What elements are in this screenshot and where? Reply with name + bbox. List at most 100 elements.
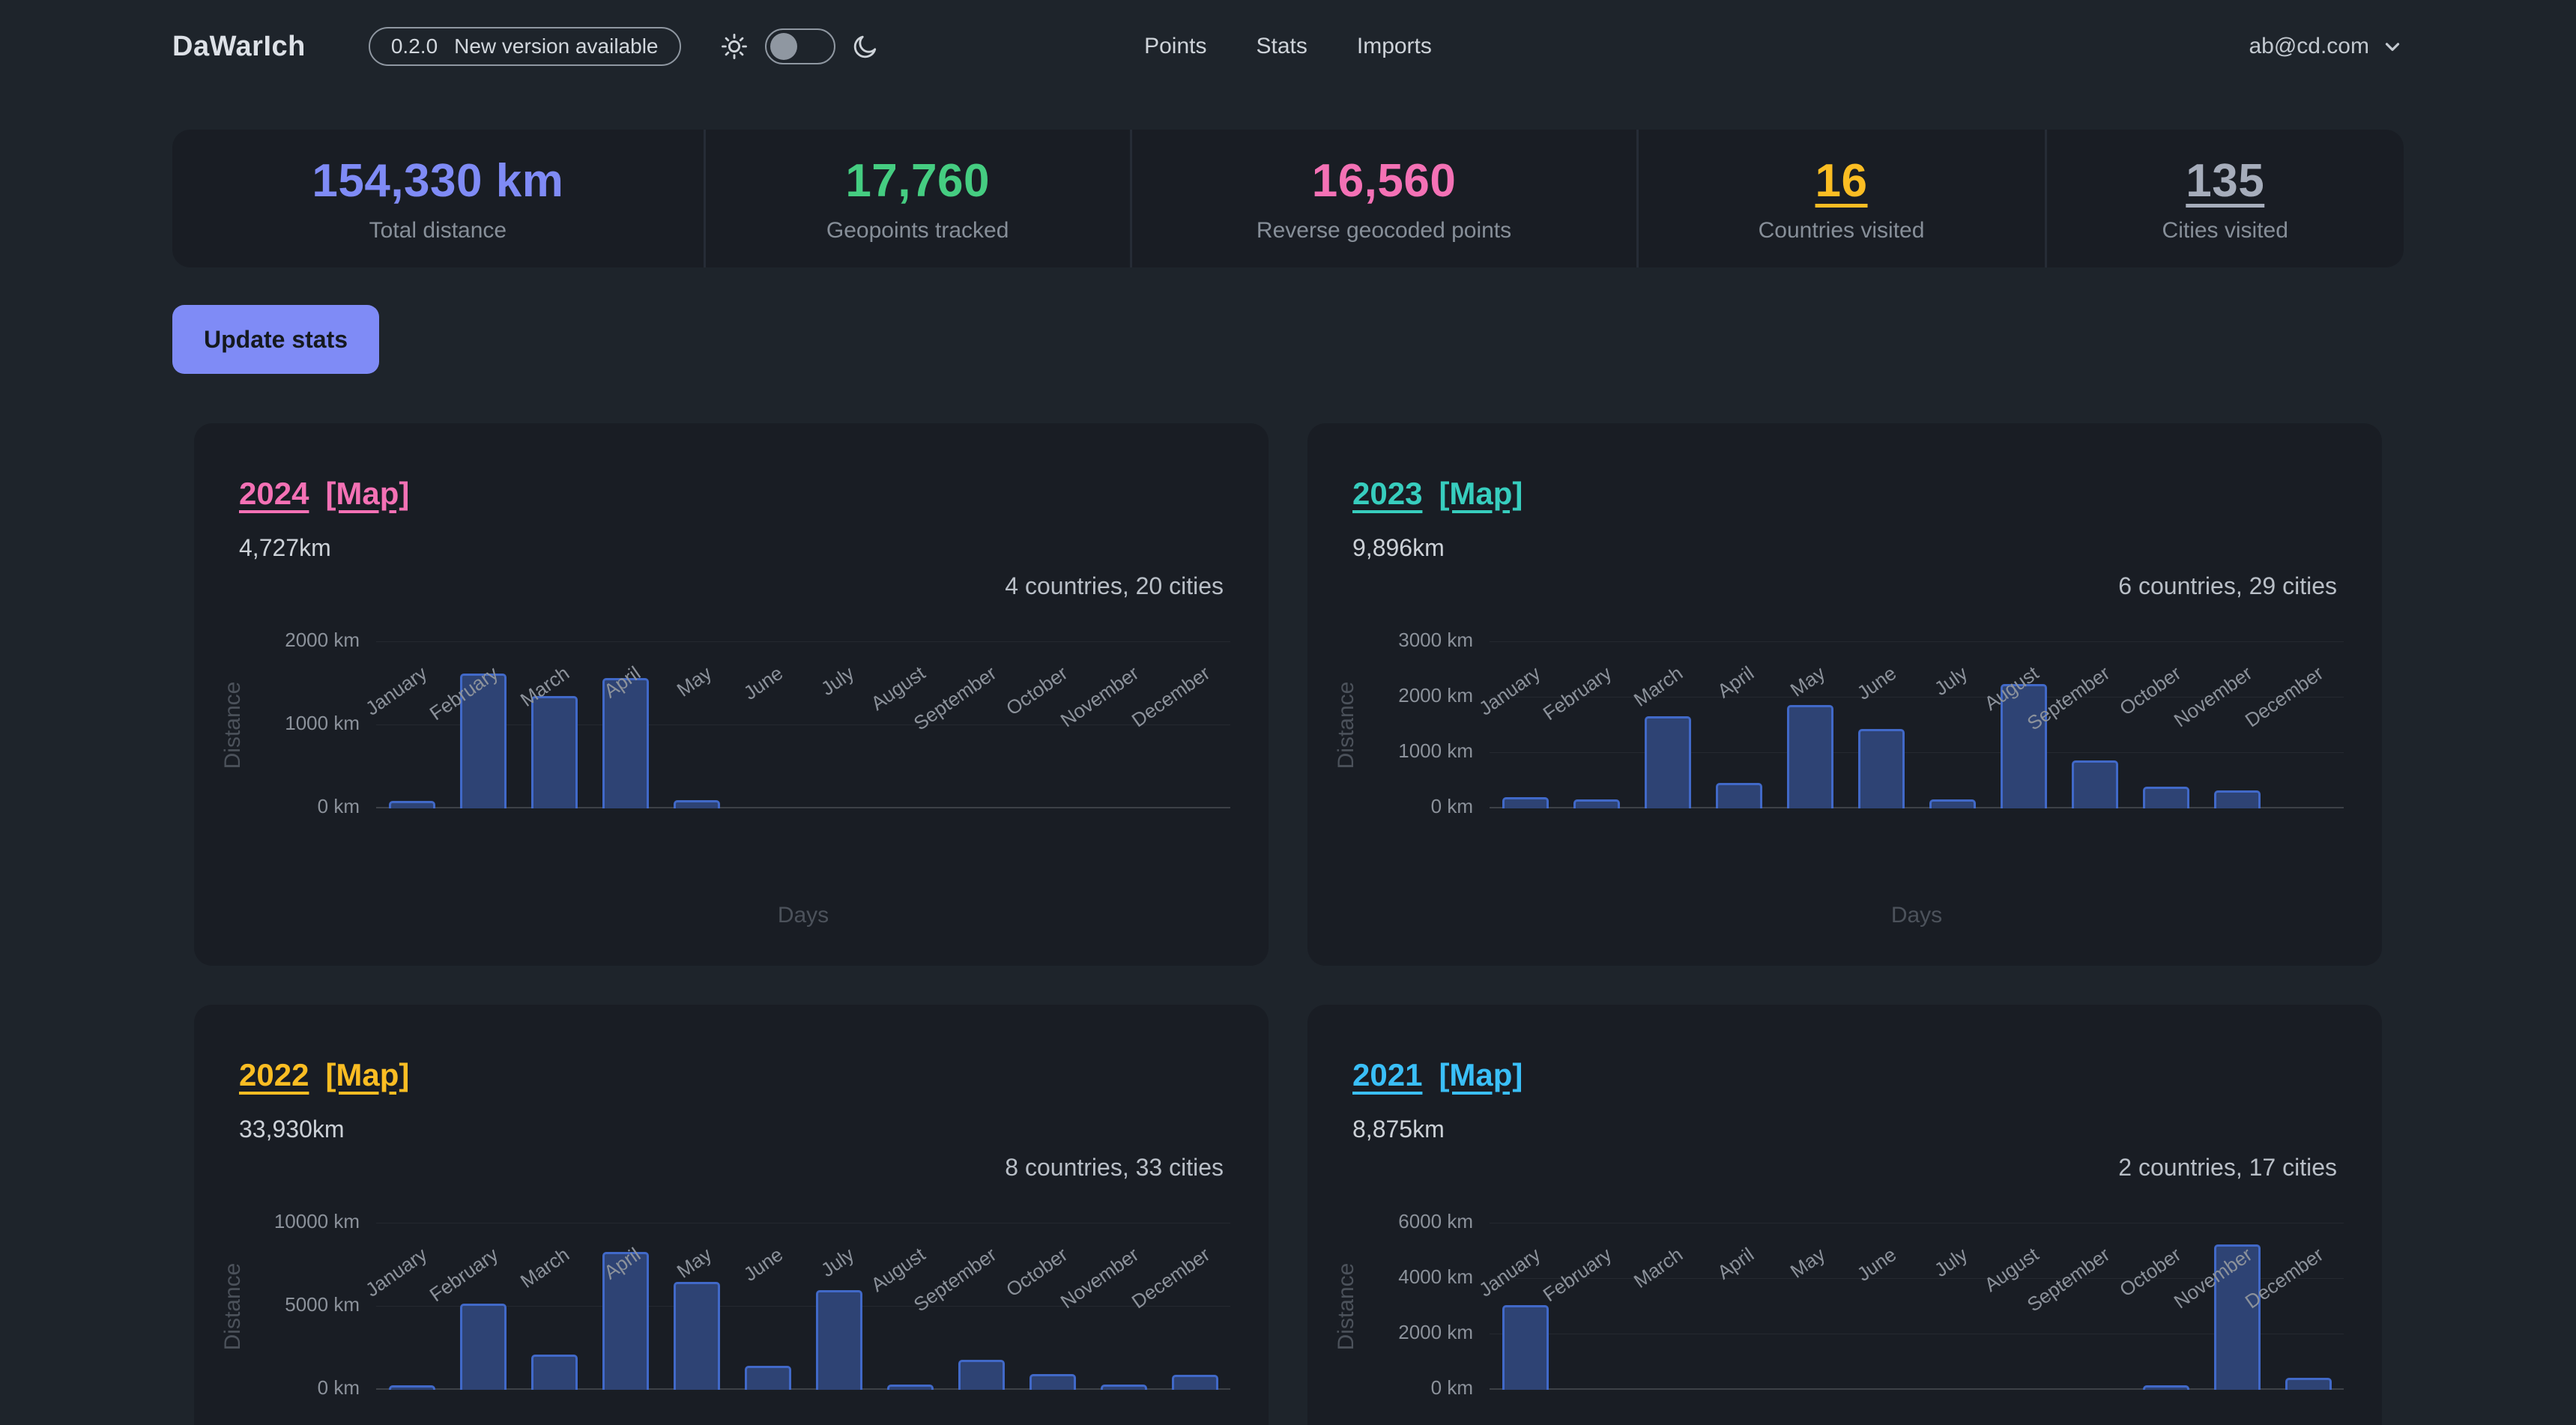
stat-item: 16,560 Reverse geocoded points [1129,130,1636,267]
stat-value: 154,330 km [312,154,564,207]
bar-january [389,1385,435,1390]
stat-label: Countries visited [1758,217,1925,243]
y-axis-tick-label: 1000 km [285,712,360,734]
bar-december [2285,1378,2332,1390]
x-axis-month-label: June [1852,1243,1901,1286]
stat-label: Reverse geocoded points [1256,217,1512,243]
y-axis-title: Distance [220,681,245,769]
bar-may [674,800,720,808]
x-axis-month-label: June [1852,662,1901,704]
bar-chart-2022: Distance 0 km 5000 km 10000 km January Februa… [220,1210,1230,1399]
year-card-2023: 2023 [Map] 9,896km 6 countries, 29 cities Di… [1307,423,2382,966]
grid-line [1490,1278,2344,1279]
stat-label: Total distance [369,217,507,243]
year-cards-grid: 2024 [Map] 4,727km 4 countries, 20 cities Di… [194,423,2382,1425]
y-axis-title: Distance [1334,681,1358,769]
year-title-row: 2022 [Map] [239,1057,1224,1093]
stats-panel: 154,330 km Total distance 17,760 Geopoints … [172,130,2404,267]
app-logo[interactable]: DaWarIch [172,30,306,62]
map-link-2024[interactable]: [Map] [325,476,410,511]
bar-september [2072,760,2118,808]
grid-line [1490,807,2344,808]
stat-value[interactable]: 16 [1815,154,1868,207]
year-link-2024[interactable]: 2024 [239,476,309,511]
x-axis-month-label: November [1056,1243,1143,1313]
stat-item: 16 Countries visited [1636,130,2045,267]
map-link-2022[interactable]: [Map] [325,1057,410,1092]
year-link-2022[interactable]: 2022 [239,1057,309,1092]
bar-june [1858,729,1905,808]
y-axis-tick-label: 0 km [1430,795,1473,817]
year-distance: 33,930km [239,1116,345,1143]
y-axis-tick-label: 2000 km [1398,1321,1473,1343]
nav-link-imports[interactable]: Imports [1356,34,1432,58]
stat-label: Geopoints tracked [826,217,1009,243]
bar-february [460,1304,507,1390]
grid-line [1490,697,2344,698]
stat-value[interactable]: 135 [2186,154,2265,207]
bar-november [1101,1385,1147,1390]
grid-line [376,1388,1230,1390]
map-link-2023[interactable]: [Map] [1439,476,1523,511]
x-axis-month-label: March [1629,662,1687,712]
x-axis-month-label: February [425,1243,503,1307]
grid-line [376,641,1230,642]
version-badge[interactable]: 0.2.0 New version available [368,27,681,66]
x-axis-month-label: June [739,662,787,704]
year-summary: 2 countries, 17 cities [2118,1154,2337,1181]
x-axis-month-label: May [672,662,716,701]
x-axis-month-label: January [361,662,432,720]
version-number: 0.2.0 [390,34,438,58]
bar-january [1502,797,1549,808]
y-axis-tick-label: 1000 km [1398,739,1473,762]
year-card-2021: 2021 [Map] 8,875km 2 countries, 17 cities Di… [1307,1005,2382,1425]
bar-august [887,1385,934,1390]
x-axis-month-label: December [1127,1243,1215,1313]
bar-april [602,678,649,808]
grid-line [376,1306,1230,1307]
year-link-2021[interactable]: 2021 [1352,1057,1423,1092]
x-axis-month-label: May [672,1243,716,1283]
x-axis-month-label: January [1475,1243,1545,1301]
user-menu[interactable]: ab@cd.com [2249,34,2404,59]
year-link-2023[interactable]: 2023 [1352,476,1423,511]
year-title-row: 2024 [Map] [239,476,1224,512]
nav-link-points[interactable]: Points [1144,34,1207,58]
year-summary: 8 countries, 33 cities [1005,1154,1224,1181]
bar-chart-2023: Distance 0 km 1000 km 2000 km 3000 km January… [1334,629,2344,928]
theme-toggle[interactable] [764,28,835,64]
bar-april [1716,783,1762,808]
y-axis-tick-label: 2000 km [285,629,360,651]
user-email: ab@cd.com [2249,34,2369,58]
bar-may [674,1282,720,1390]
year-card-2022: 2022 [Map] 33,930km 8 countries, 33 cities D… [194,1005,1269,1425]
x-axis-month-label: February [1538,662,1616,725]
bar-november [2214,1244,2261,1390]
bar-august [2001,684,2047,808]
bar-october [2143,1385,2189,1390]
year-title-row: 2023 [Map] [1352,476,2337,512]
nav-link-stats[interactable]: Stats [1256,34,1307,58]
bar-january [1502,1305,1549,1390]
sun-icon [720,32,749,61]
year-summary: 6 countries, 29 cities [2118,572,2337,599]
app-header: DaWarIch 0.2.0 New version available [0,0,2576,93]
bar-december [1172,1375,1218,1390]
bar-may [1787,705,1833,808]
x-axis-month-label: July [817,662,859,701]
x-axis-month-label: January [1475,662,1545,720]
map-link-2021[interactable]: [Map] [1439,1057,1523,1092]
year-distance: 9,896km [1352,534,1445,561]
grid-line [1490,641,2344,642]
stat-value: 16,560 [1311,154,1457,207]
x-axis-title: Days [1890,903,1943,928]
main-nav: Points Stats Imports [1144,34,1432,59]
stat-item: 154,330 km Total distance [172,130,704,267]
x-axis-title: Days [777,903,829,928]
year-distance: 4,727km [239,534,331,561]
x-axis-month-label: February [1538,1243,1616,1307]
update-stats-button[interactable]: Update stats [172,305,380,374]
x-axis-month-label: May [1786,662,1830,701]
grid-line [376,807,1230,808]
x-axis-month-label: July [817,1243,859,1282]
